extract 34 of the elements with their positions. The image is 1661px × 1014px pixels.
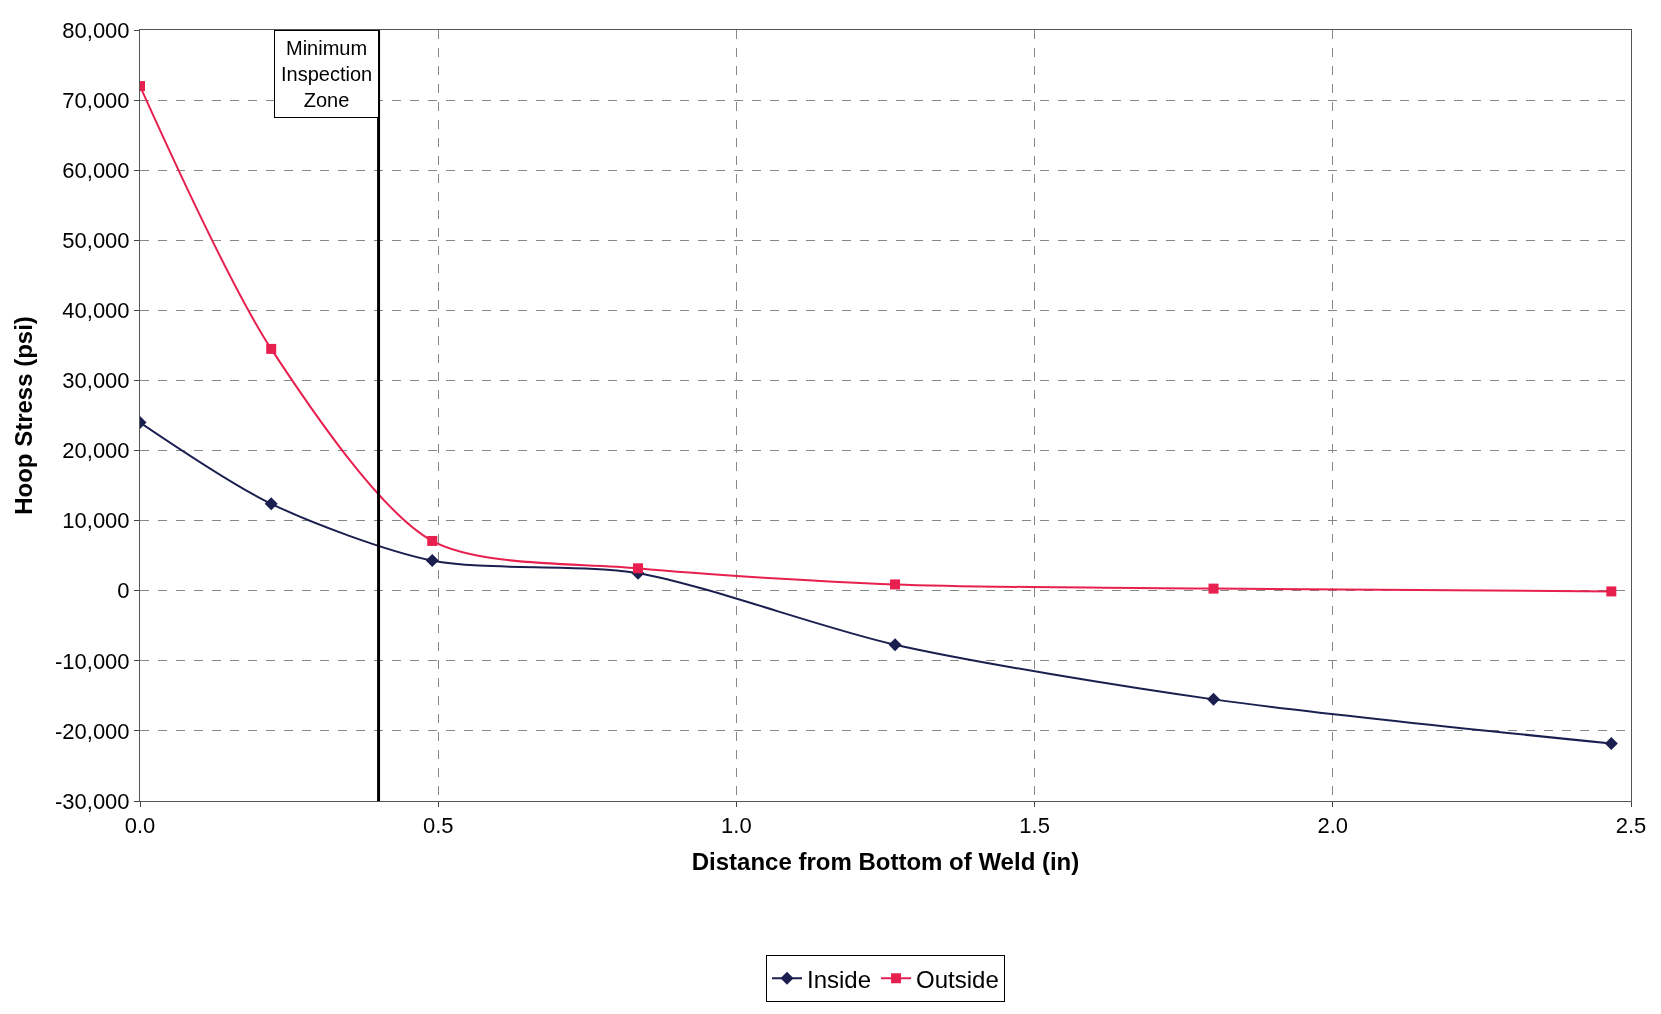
y-tick-label: 0	[117, 578, 130, 604]
y-tick-label: 50,000	[62, 227, 130, 253]
point	[1606, 586, 1617, 597]
point	[266, 343, 277, 354]
point	[888, 638, 902, 652]
y-tick-label: 30,000	[62, 368, 130, 394]
x-tick-label: 2.5	[1615, 813, 1647, 839]
x-tick-label: 1.0	[721, 813, 752, 839]
y-axis-title: Hoop Stress (psi)	[10, 316, 38, 515]
point	[264, 497, 278, 511]
point	[427, 535, 438, 546]
legend-label: Inside	[807, 965, 872, 993]
point	[425, 554, 439, 568]
point	[890, 579, 901, 590]
y-tick-label: 60,000	[62, 157, 130, 183]
ref-line-label: Minimum Inspection Zone	[281, 37, 373, 111]
y-tick-label: 80,000	[62, 17, 130, 43]
y-tick-label: -20,000	[54, 718, 130, 744]
x-tick-label: 0.0	[124, 813, 156, 839]
point	[1604, 737, 1618, 751]
y-tick-label: 40,000	[62, 298, 130, 324]
point	[1208, 583, 1219, 594]
y-tick-label: -10,000	[54, 648, 130, 674]
x-axis-title: Distance from Bottom of Weld (in)	[691, 847, 1080, 875]
y-tick-label: 10,000	[62, 508, 130, 534]
x-tick-label: 2.0	[1317, 813, 1349, 839]
y-tick-label: 20,000	[62, 438, 130, 464]
y-tick-label: -30,000	[54, 788, 130, 814]
point	[1207, 692, 1221, 706]
point	[632, 563, 643, 574]
legend-label: Outside	[916, 965, 999, 993]
x-tick-label: 1.5	[1019, 813, 1050, 839]
x-tick-label: 0.5	[422, 813, 454, 839]
y-tick-label: 70,000	[62, 87, 130, 113]
